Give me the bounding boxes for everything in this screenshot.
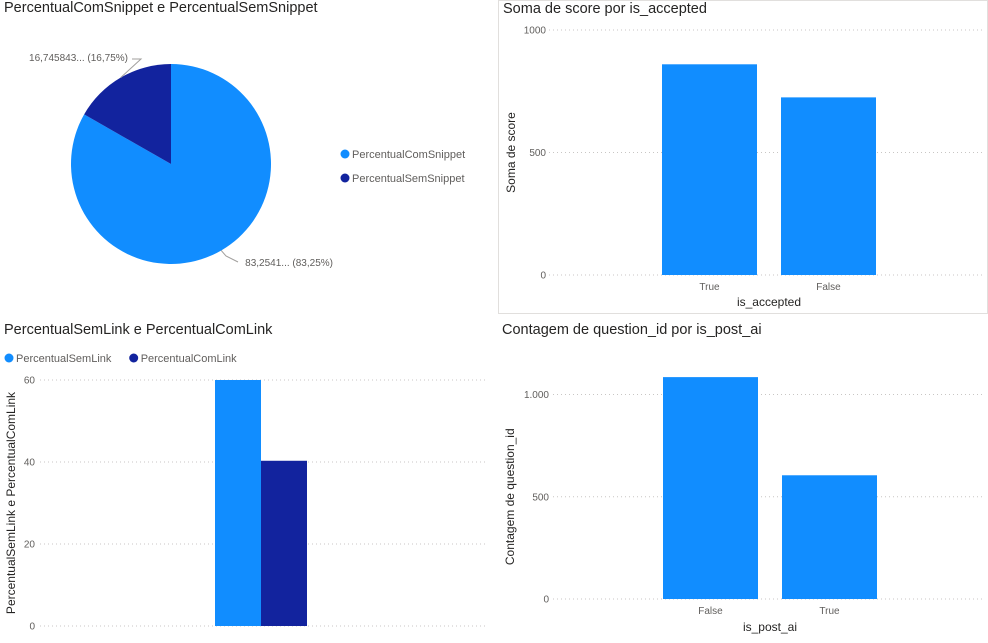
legend-marker — [340, 173, 350, 183]
x-tick-label: False — [816, 282, 841, 293]
pie-data-label: 16,745843... (16,75%) — [29, 53, 128, 64]
question-chart-panel[interactable]: Contagem de question_id por is_post_ai 0… — [498, 322, 988, 643]
link-chart-title: PercentualSemLink e PercentualComLink — [4, 322, 273, 338]
y-tick-label: 500 — [532, 492, 549, 503]
x-axis-title: is_post_ai — [743, 620, 797, 634]
y-tick-label: 60 — [24, 376, 36, 387]
pie-leader-line — [220, 250, 239, 263]
y-tick-label: 20 — [24, 540, 36, 551]
x-axis-title: is_accepted — [737, 295, 801, 309]
pie-slice-percentualcomsnippet — [70, 64, 271, 265]
bar — [781, 97, 876, 275]
score-chart-title: Soma de score por is_accepted — [503, 1, 707, 17]
score-chart-panel[interactable]: Soma de score por is_accepted 0 500 1000 Tr… — [498, 0, 988, 314]
pie-chart: 83,2541... (83,25%) 16,745843... (16,75%)… — [29, 53, 465, 269]
bar-percentualsemlink — [215, 380, 261, 626]
bar — [663, 377, 758, 599]
y-tick-label: 0 — [29, 622, 35, 633]
x-tick-label: True — [819, 606, 840, 617]
question-bar-chart: 0 500 1.000 False True is_post_ai Contagem de … — [503, 377, 984, 634]
pie-chart-panel[interactable]: PercentualComSnippet e PercentualSemSnip… — [0, 0, 490, 310]
pie-leader-line — [120, 58, 143, 78]
bar — [782, 475, 877, 599]
bar-percentualcomlink — [261, 460, 307, 626]
y-axis-title: Soma de score — [504, 112, 518, 193]
legend-label: PercentualSemLink — [16, 353, 112, 365]
legend-marker — [340, 149, 350, 159]
x-tick-label: True — [699, 282, 720, 293]
legend-label: PercentualSemSnippet — [352, 173, 465, 185]
y-tick-label: 40 — [24, 458, 36, 469]
y-tick-label: 0 — [543, 595, 549, 606]
y-axis-title: PercentualSemLink e PercentualComLink — [4, 391, 18, 614]
y-tick-label: 0 — [540, 271, 546, 282]
legend-marker — [129, 353, 139, 363]
pie-data-label: 83,2541... (83,25%) — [245, 258, 333, 269]
link-bar-chart: PercentualSemLink PercentualComLink 0 20 40 6… — [4, 353, 488, 633]
question-chart-title: Contagem de question_id por is_post_ai — [502, 322, 762, 338]
pie-chart-title: PercentualComSnippet e PercentualSemSnip… — [4, 0, 318, 16]
y-tick-label: 1000 — [524, 26, 547, 37]
pie-slice-percentualsemsnippet — [84, 64, 171, 164]
legend-marker — [4, 353, 14, 363]
link-chart-panel[interactable]: PercentualSemLink e PercentualComLink Pe… — [0, 322, 490, 643]
score-bar-chart: 0 500 1000 True False is_accepted Soma de scor… — [504, 26, 985, 309]
y-tick-label: 1.000 — [524, 390, 549, 401]
bar — [662, 64, 757, 275]
legend-label: PercentualComLink — [141, 353, 237, 365]
y-tick-label: 500 — [529, 148, 546, 159]
y-axis-title: Contagem de question_id — [503, 428, 517, 565]
x-tick-label: False — [698, 606, 723, 617]
legend-label: PercentualComSnippet — [352, 149, 465, 161]
